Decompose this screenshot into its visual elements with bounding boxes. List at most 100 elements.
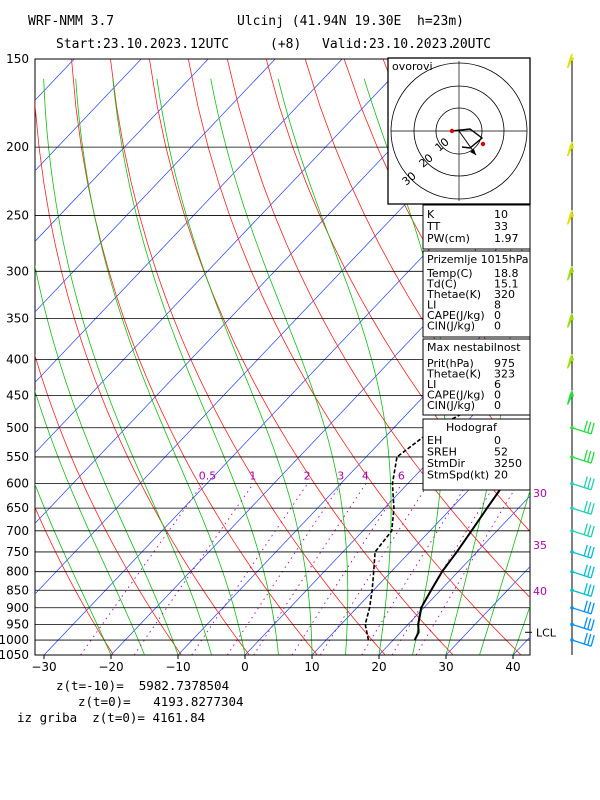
temperature-tick-label: 40 xyxy=(505,660,520,674)
dry-adiabat xyxy=(578,59,600,655)
isotherm-line xyxy=(35,59,276,313)
wind-barb xyxy=(566,353,573,369)
mixing-ratio-label: 0.5 xyxy=(199,470,217,483)
index-name: Thetae(K) xyxy=(426,368,481,381)
speed-label: 35 xyxy=(533,539,547,552)
pressure-tick-label: 400 xyxy=(6,352,29,366)
moist-adiabat xyxy=(75,78,246,655)
mixing-ratio-label: 6 xyxy=(398,470,405,483)
moist-adiabat xyxy=(35,389,145,655)
index-name: K xyxy=(427,208,435,221)
forecast-lead: (+8) xyxy=(270,37,302,52)
isotherm-line xyxy=(110,213,530,655)
pressure-tick-label: 750 xyxy=(6,545,29,559)
isotherm-line xyxy=(35,59,343,383)
index-name: CAPE(J/kg) xyxy=(427,309,485,322)
wind-barb xyxy=(571,632,595,647)
station-location: Ulcinj (41.94N 19.30E h=23m) xyxy=(237,14,464,29)
wind-barb xyxy=(566,53,573,69)
mixing-ratio-label: 4 xyxy=(362,470,369,483)
index-name: Thetae(K) xyxy=(426,288,481,301)
index-name: LI xyxy=(427,299,436,312)
pressure-tick-label: 500 xyxy=(6,421,29,435)
start-hour: 12UTC xyxy=(190,37,230,52)
index-value: 18.8 xyxy=(494,267,519,280)
wind-barb xyxy=(566,265,573,281)
index-name: Temp(C) xyxy=(426,267,473,280)
moist-adiabat xyxy=(210,78,349,655)
pressure-tick-label: 950 xyxy=(6,617,29,631)
index-value: 0 xyxy=(494,309,501,322)
hodograph-title: ovorovi xyxy=(392,60,433,73)
isotherm-line xyxy=(35,59,142,172)
start-date: Start:23.10.2023. xyxy=(56,37,190,52)
mixing-ratio-line xyxy=(227,483,342,655)
index-value: 6 xyxy=(494,378,501,391)
temperature-tick-label: −30 xyxy=(31,660,56,674)
dewpoint-profile xyxy=(364,374,530,641)
index-value: 10 xyxy=(494,208,508,221)
index-value: 0 xyxy=(494,320,501,333)
wind-barb xyxy=(566,210,573,225)
pressure-tick-label: 800 xyxy=(6,565,29,579)
pressure-tick-label: 650 xyxy=(6,501,29,515)
index-value: 3250 xyxy=(494,457,522,470)
moist-adiabat xyxy=(277,78,392,655)
index-name: SREH xyxy=(427,446,457,459)
wind-barb xyxy=(571,500,595,515)
index-name: TT xyxy=(426,220,441,233)
index-value: 52 xyxy=(494,446,508,459)
mixing-ratio-label: 3 xyxy=(337,470,344,483)
isotherm-line xyxy=(378,495,530,655)
temperature-tick-label: 20 xyxy=(371,660,386,674)
wind-barb xyxy=(566,390,573,405)
index-value: 323 xyxy=(494,368,515,381)
index-value: 33 xyxy=(494,220,508,233)
height-zero-grib: iz griba z(t=0)= 4161.84 xyxy=(17,710,206,725)
index-value: 1.97 xyxy=(494,232,519,245)
pressure-tick-label: 850 xyxy=(6,583,29,597)
pressure-tick-label: 1050 xyxy=(0,648,29,662)
mixing-ratio-label: 2 xyxy=(304,470,311,483)
indices-panel: K 10 TT 33 PW(cm) 1.97 Prizemlje 1015hPa Temp… xyxy=(422,204,531,491)
isotherm-line xyxy=(35,59,410,454)
moist-adiabat xyxy=(156,78,313,655)
moist-adiabat xyxy=(112,78,279,655)
pressure-tick-label: 1000 xyxy=(0,633,29,647)
pressure-tick-label: 300 xyxy=(6,264,29,278)
pressure-tick-label: 150 xyxy=(6,52,29,66)
index-name: StmDir xyxy=(427,457,466,470)
pressure-tick-label: 550 xyxy=(6,450,29,464)
speed-label: 40 xyxy=(533,585,547,598)
wind-barb xyxy=(571,617,595,632)
isotherm-line xyxy=(35,59,477,524)
height-zero: z(t=0)= 4193.8277304 xyxy=(78,694,244,709)
wind-barb xyxy=(571,564,595,579)
isotherm-line xyxy=(35,59,209,242)
wind-barb xyxy=(566,313,573,328)
index-name: Prit(hPa) xyxy=(427,357,474,370)
temperature-tick-label: 30 xyxy=(438,660,453,674)
index-name: EH xyxy=(427,434,442,447)
moist-adiabat xyxy=(35,483,112,655)
wind-barb xyxy=(571,544,595,559)
pressure-tick-label: 200 xyxy=(6,140,29,154)
wind-barb xyxy=(571,583,595,598)
surface-title: Prizemlje 1015hPa xyxy=(427,253,529,266)
model-name: WRF-NMM 3.7 xyxy=(28,14,115,29)
mixing-ratio-label: 1 xyxy=(249,470,256,483)
pressure-tick-label: 700 xyxy=(6,524,29,538)
mixing-ratio-line xyxy=(253,483,367,655)
temperature-tick-label: 10 xyxy=(304,660,319,674)
index-name: Td(C) xyxy=(426,278,457,291)
mixing-ratio-line xyxy=(191,483,308,655)
isotherm-line xyxy=(580,59,600,655)
speed-label: 30 xyxy=(533,487,547,500)
mixing-ratio-line xyxy=(80,483,204,655)
pressure-tick-label: 900 xyxy=(6,601,29,615)
index-value: 0 xyxy=(494,434,501,447)
index-name: CAPE(J/kg) xyxy=(427,389,485,402)
index-name: CIN(J/kg) xyxy=(427,399,475,412)
height-minus10: z(t=-10)= 5982.7378504 xyxy=(56,678,230,693)
